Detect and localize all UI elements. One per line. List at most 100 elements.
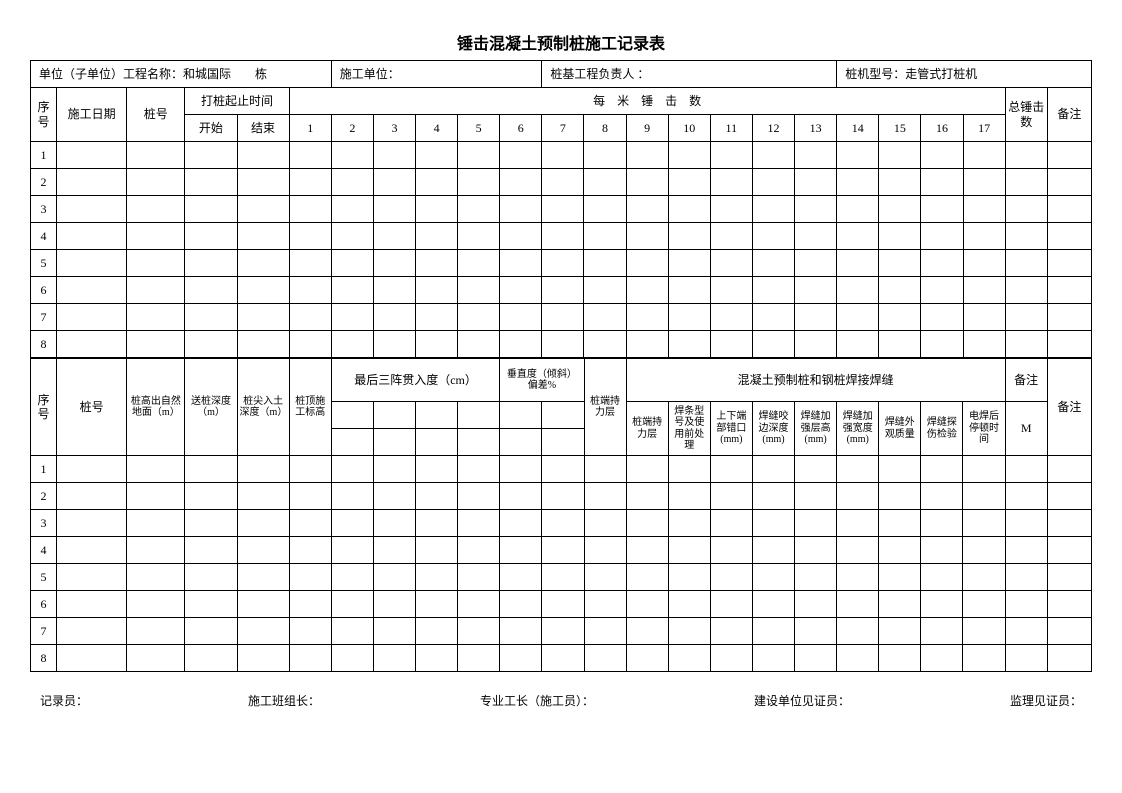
cell: [542, 304, 584, 331]
cell: [668, 277, 710, 304]
cell: [879, 483, 921, 510]
cell: [963, 510, 1005, 537]
cell: [185, 196, 237, 223]
cell: [237, 196, 289, 223]
cell: [542, 142, 584, 169]
cell: [1047, 196, 1091, 223]
col-date: 施工日期: [57, 88, 127, 142]
cell: [1047, 645, 1091, 672]
cell: [795, 483, 837, 510]
cell: [584, 618, 626, 645]
col-num: 2: [331, 115, 373, 142]
cell: [237, 331, 289, 358]
cell: [837, 618, 879, 645]
cell: [710, 331, 752, 358]
cell: [921, 456, 963, 483]
cell: [921, 250, 963, 277]
cell: [584, 142, 626, 169]
col-remark: 备注: [1047, 88, 1091, 142]
cell: [458, 402, 500, 429]
cell: [500, 223, 542, 250]
col-weld-group: 混凝土预制桩和钢桩焊接焊缝: [626, 359, 1005, 402]
cell: [185, 456, 237, 483]
cell: [331, 250, 373, 277]
cell: [1047, 277, 1091, 304]
table-row: 6: [31, 277, 1092, 304]
building-suffix: 栋: [255, 67, 267, 81]
col-remark: 备注: [1047, 359, 1091, 456]
unit-name: 单位（子单位）工程名称：和城国际 栋: [31, 61, 332, 88]
table-top: 单位（子单位）工程名称：和城国际 栋 施工单位： 桩基工程负责人 ： 桩机型号：…: [30, 60, 1092, 358]
table-row: 3: [31, 196, 1092, 223]
cell: [963, 456, 1005, 483]
table-row: 4: [31, 537, 1092, 564]
cell: [879, 564, 921, 591]
cell: [331, 331, 373, 358]
cell: [237, 169, 289, 196]
info-row: 单位（子单位）工程名称：和城国际 栋 施工单位： 桩基工程负责人 ： 桩机型号：…: [31, 61, 1092, 88]
cell: [373, 483, 415, 510]
cell: [331, 304, 373, 331]
cell: [795, 250, 837, 277]
cell: [289, 564, 331, 591]
cell: [1047, 510, 1091, 537]
table-row: 6: [31, 591, 1092, 618]
col-w7: 焊缝外观质量: [879, 402, 921, 456]
cell: [963, 618, 1005, 645]
cell: [458, 196, 500, 223]
cell: [963, 169, 1005, 196]
cell: [237, 304, 289, 331]
cell: [710, 537, 752, 564]
col-pileno: 桩号: [127, 88, 185, 142]
cell: [837, 196, 879, 223]
sig-recorder: 记录员：: [40, 692, 88, 709]
cell: [837, 277, 879, 304]
cell: [458, 456, 500, 483]
cell: [963, 277, 1005, 304]
cell: [542, 510, 584, 537]
cell: 3: [31, 510, 57, 537]
cell: [542, 591, 584, 618]
cell: [921, 645, 963, 672]
cell: [57, 223, 127, 250]
col-seq: 序号: [31, 359, 57, 456]
cell: [795, 591, 837, 618]
cell: [752, 456, 794, 483]
cell: [127, 645, 185, 672]
col-senddepth: 送桩深度（m）: [185, 359, 237, 456]
cell: [795, 169, 837, 196]
cell: [373, 277, 415, 304]
cell: [57, 645, 127, 672]
col-w6: 焊缝加强宽度(mm): [837, 402, 879, 456]
cell: [542, 169, 584, 196]
cell: [57, 456, 127, 483]
col-total: 总锤击数: [1005, 88, 1047, 142]
cell: [1005, 645, 1047, 672]
cell: [584, 331, 626, 358]
cell: [57, 537, 127, 564]
cell: [57, 564, 127, 591]
table-row: 2: [31, 483, 1092, 510]
cell: [795, 304, 837, 331]
cell: [626, 331, 668, 358]
cell: [331, 142, 373, 169]
cell: [185, 564, 237, 591]
cell: [1047, 142, 1091, 169]
cell: [584, 645, 626, 672]
col-height: 桩高出自然地面（m）: [127, 359, 185, 456]
cell: [1047, 618, 1091, 645]
cell: [1047, 250, 1091, 277]
cell: [416, 304, 458, 331]
cell: [710, 277, 752, 304]
cell: [500, 196, 542, 223]
cell: [331, 277, 373, 304]
cell: [416, 537, 458, 564]
cell: [237, 537, 289, 564]
sig-team: 施工班组长：: [248, 692, 320, 709]
cell: [373, 250, 415, 277]
col-start: 开始: [185, 115, 237, 142]
cell: [921, 564, 963, 591]
cell: [584, 483, 626, 510]
col-num: 16: [921, 115, 963, 142]
cell: [185, 331, 237, 358]
